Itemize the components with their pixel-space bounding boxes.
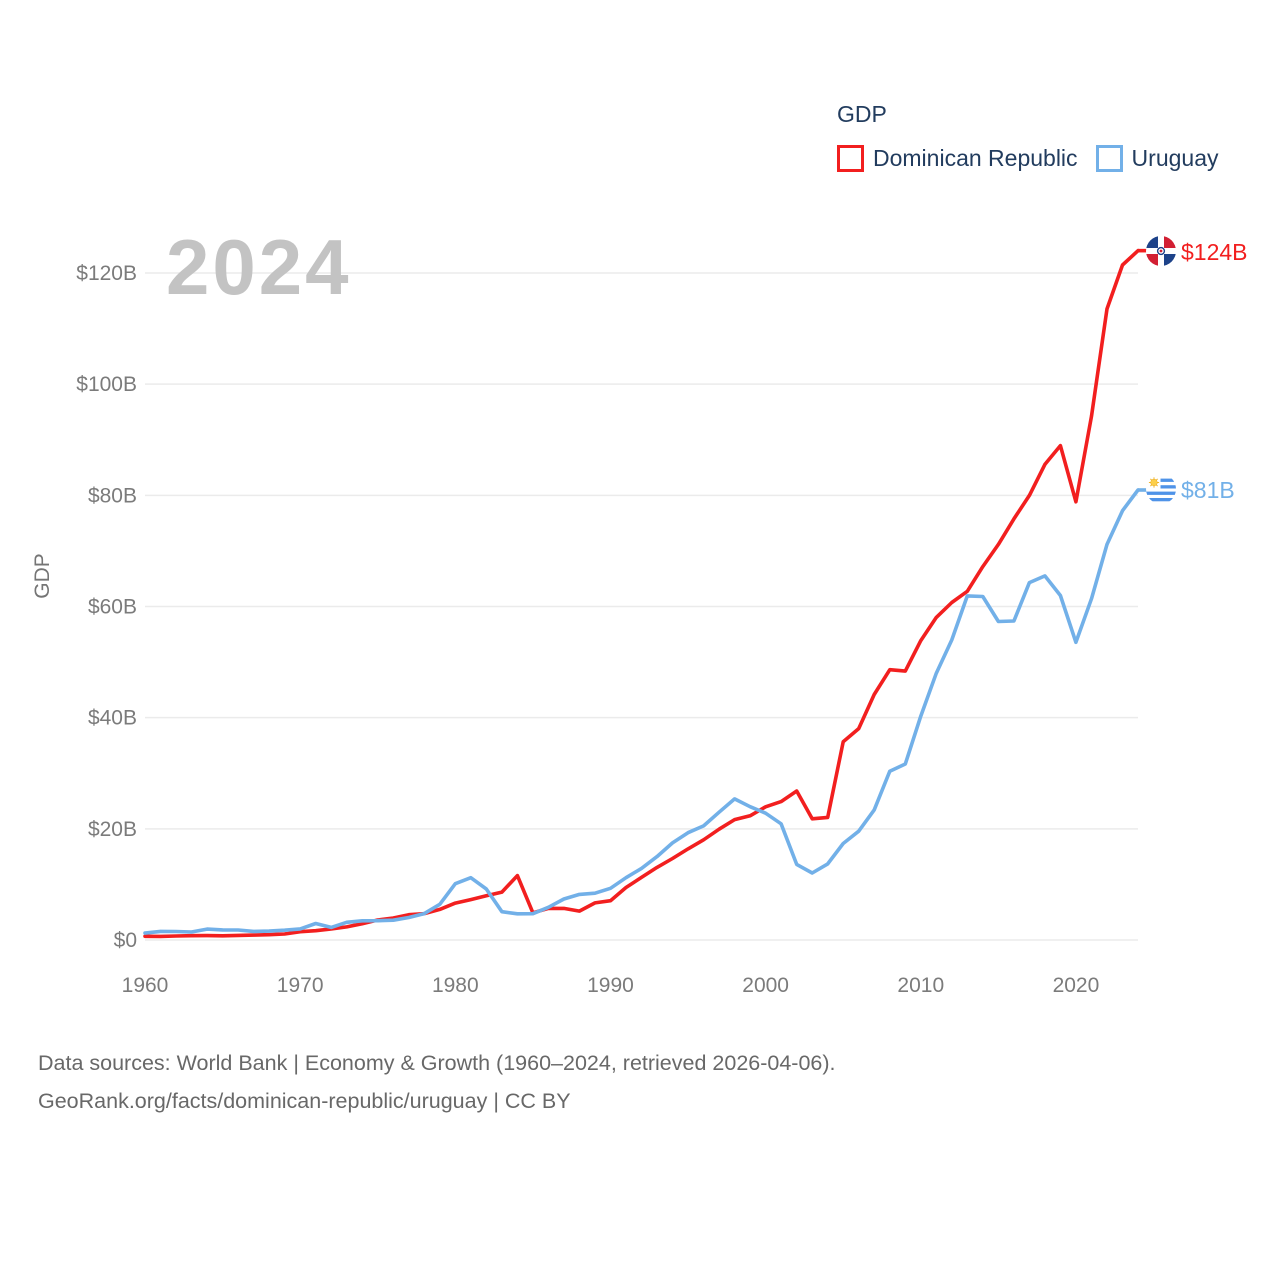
uruguay-end-value: $81B xyxy=(1181,477,1235,503)
y-tick-label: $40B xyxy=(88,707,137,730)
uruguay-swatch-icon xyxy=(1095,145,1123,172)
x-tick-label: 2010 xyxy=(897,974,944,997)
x-tick-label: 1960 xyxy=(122,974,169,997)
y-tick-label: $20B xyxy=(88,818,137,841)
legend-title: GDP xyxy=(837,101,887,127)
y-tick-label: $100B xyxy=(76,373,137,396)
legend-row: Dominican Republic Uruguay xyxy=(837,145,1218,172)
x-tick-label: 1970 xyxy=(277,974,324,997)
y-axis-title: GDP xyxy=(31,553,54,599)
source-line-1: Data sources: World Bank | Economy & Gro… xyxy=(38,1051,836,1075)
series-line-uruguay xyxy=(143,488,1140,935)
dominican-republic-end-value: $124B xyxy=(1181,239,1248,265)
source-footer: Data sources: World Bank | Economy & Gro… xyxy=(38,1044,836,1120)
y-tick-label: $120B xyxy=(76,262,137,285)
series-line-dominican-republic xyxy=(143,248,1140,939)
y-tick-label: $0 xyxy=(114,929,137,952)
legend-label: Uruguay xyxy=(1131,145,1219,171)
legend-label: Dominican Republic xyxy=(873,145,1078,171)
y-tick-label: $80B xyxy=(88,484,137,507)
chart-legend: GDP Dominican Republic Uruguay xyxy=(837,101,1218,172)
y-tick-label: $60B xyxy=(88,596,137,619)
x-tick-label: 2020 xyxy=(1053,974,1100,997)
source-line-2: GeoRank.org/facts/dominican-republic/uru… xyxy=(38,1089,571,1113)
year-watermark: 2024 xyxy=(166,223,352,311)
legend-item-dominican-republic[interactable]: Dominican Republic xyxy=(837,145,1078,172)
x-tick-label: 1980 xyxy=(432,974,479,997)
dominican-republic-flag-icon xyxy=(1146,236,1176,266)
dominican-republic-swatch-icon xyxy=(837,145,864,172)
uruguay-flag-icon xyxy=(1146,474,1176,504)
legend-item-uruguay[interactable]: Uruguay xyxy=(1095,145,1219,172)
x-tick-label: 2000 xyxy=(742,974,789,997)
x-tick-label: 1990 xyxy=(587,974,634,997)
